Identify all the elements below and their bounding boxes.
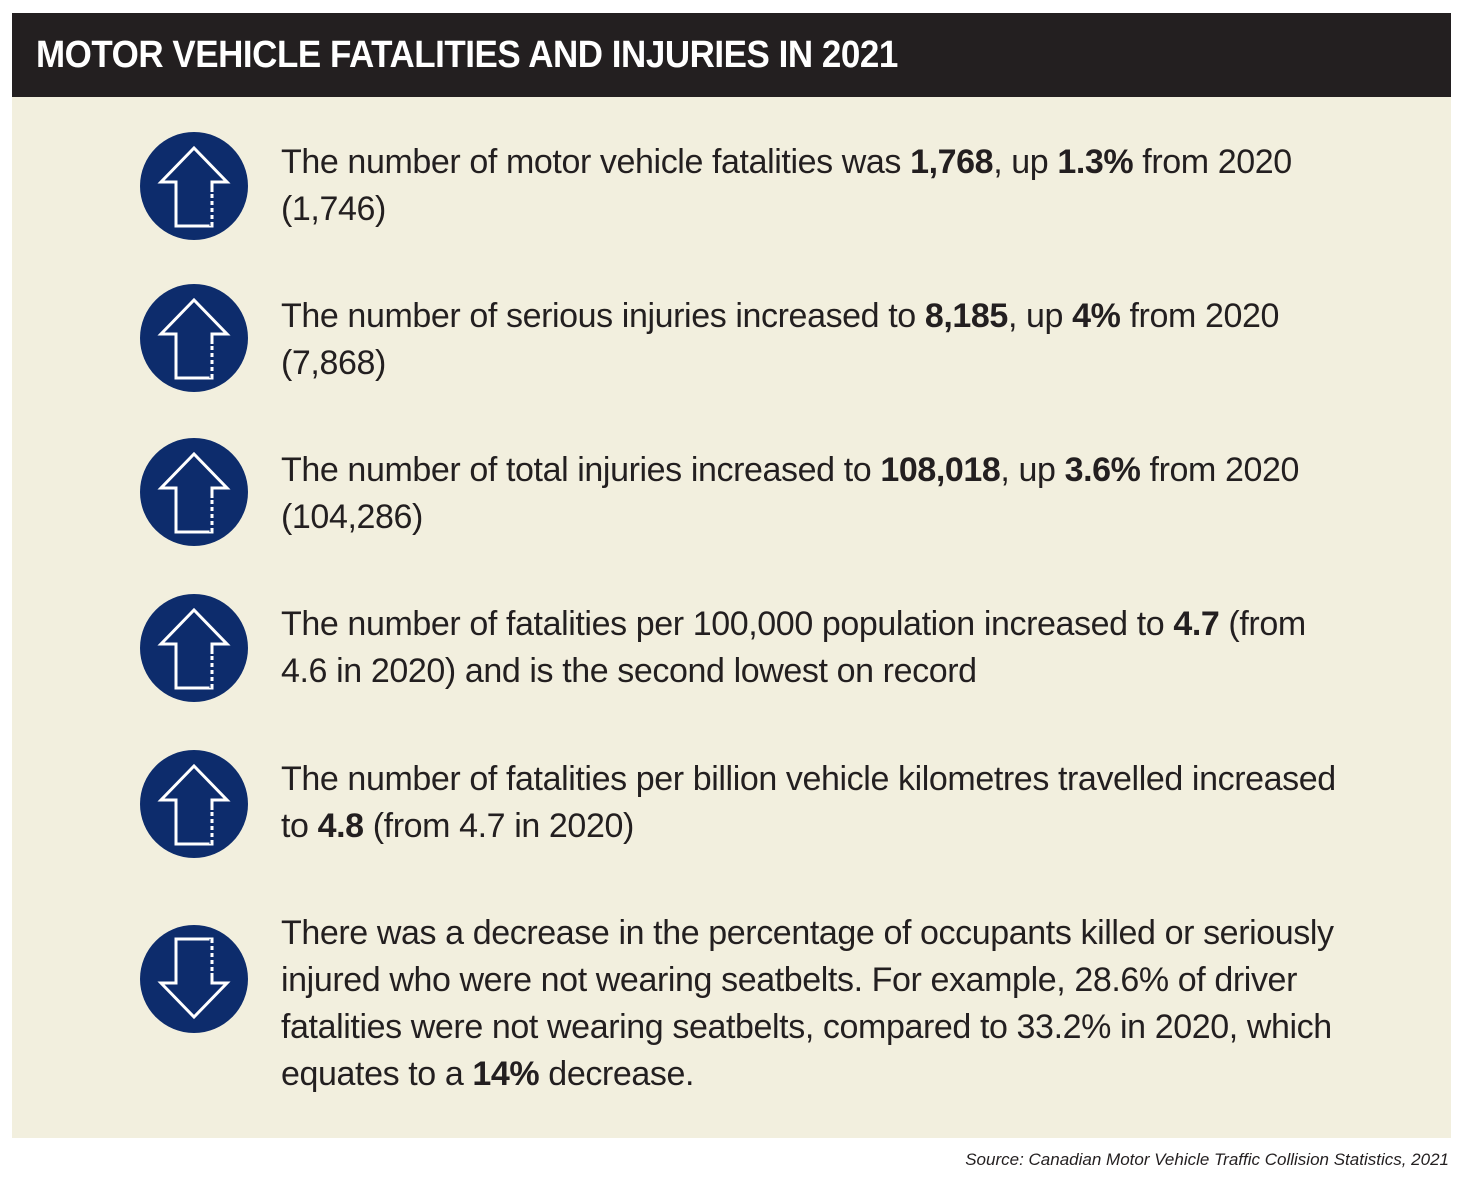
arrow-up-icon [140, 132, 248, 240]
source-note: Source: Canadian Motor Vehicle Traffic C… [965, 1150, 1449, 1169]
stats-panel: The number of motor vehicle fatalities w… [12, 97, 1451, 1138]
arrow-up-icon [140, 284, 248, 392]
header-bar: MOTOR VEHICLE FATALITIES AND INJURIES IN… [12, 13, 1451, 97]
page-title: MOTOR VEHICLE FATALITIES AND INJURIES IN… [36, 33, 898, 76]
stat-text: The number of fatalities per 100,000 pop… [281, 605, 1306, 690]
arrow-up-icon [140, 750, 248, 858]
stat-text: The number of motor vehicle fatalities w… [281, 143, 1292, 228]
arrow-up-icon [140, 438, 248, 546]
stat-text: There was a decrease in the percentage o… [281, 914, 1334, 1093]
stat-text: The number of serious injuries increased… [281, 297, 1279, 382]
stat-text: The number of fatalities per billion veh… [281, 760, 1336, 845]
arrow-up-icon [140, 594, 248, 702]
stat-text: The number of total injuries increased t… [281, 451, 1300, 536]
arrow-down-icon [140, 925, 248, 1033]
